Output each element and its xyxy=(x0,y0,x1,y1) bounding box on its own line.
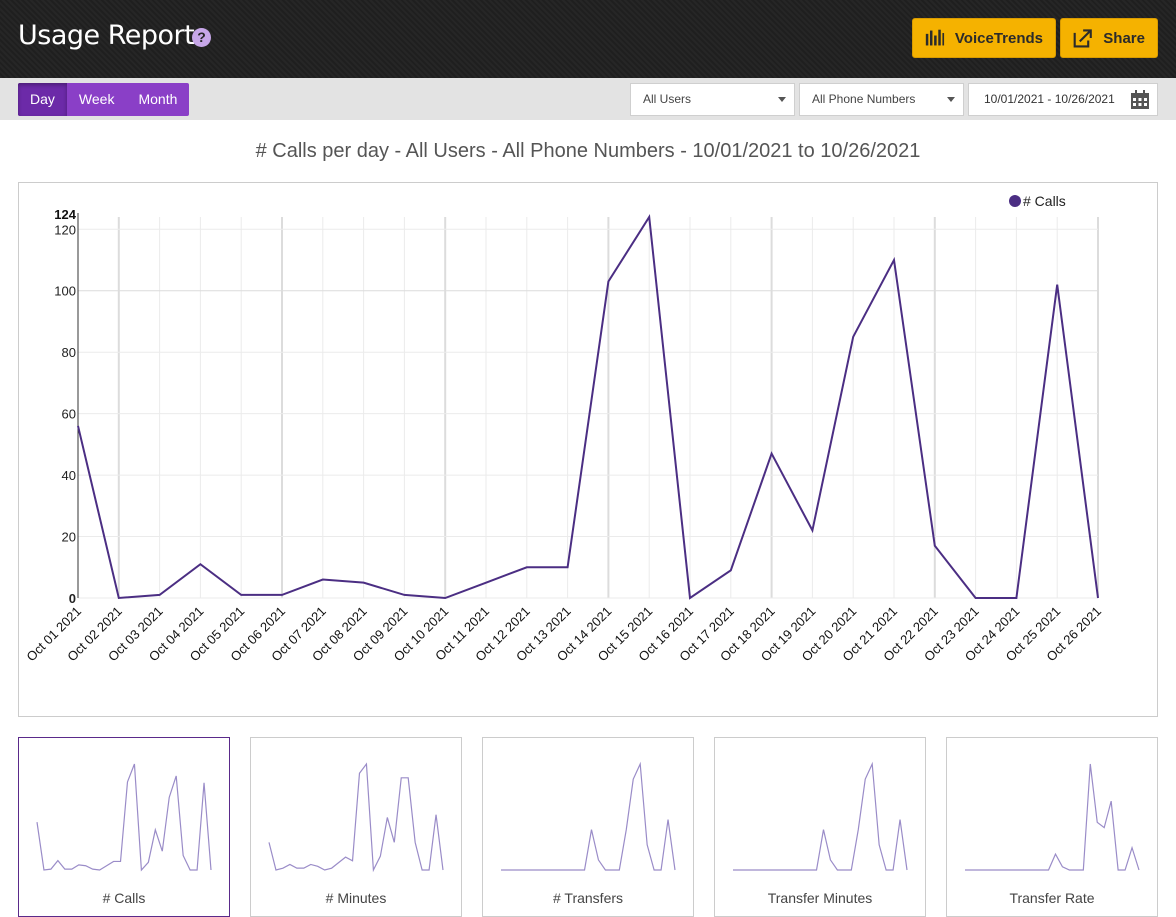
metric-thumbnail[interactable]: Transfer Rate xyxy=(946,737,1158,917)
share-button[interactable]: Share xyxy=(1060,18,1158,58)
thumbnail-label: # Transfers xyxy=(483,890,693,906)
chevron-down-icon xyxy=(947,97,955,102)
y-tick-label: 80 xyxy=(62,345,76,360)
users-select[interactable]: All Users xyxy=(630,83,795,116)
chevron-down-icon xyxy=(778,97,786,102)
share-icon xyxy=(1073,27,1093,49)
metric-thumbnails: # Calls # Minutes # Transfers Transfer Minu… xyxy=(18,737,1158,917)
page-title: Usage Reports xyxy=(18,20,208,51)
thumbnail-sparkline xyxy=(715,738,925,888)
chart-title: # Calls per day - All Users - All Phone … xyxy=(0,140,1176,163)
sparkline xyxy=(269,764,443,870)
help-icon[interactable]: ? xyxy=(192,28,211,47)
y-max-label: 124 xyxy=(54,207,76,222)
thumbnail-sparkline xyxy=(19,738,229,888)
period-day-button[interactable]: Day xyxy=(18,83,67,116)
metric-thumbnail[interactable]: # Calls xyxy=(18,737,230,917)
sparkline xyxy=(37,764,211,870)
thumbnail-label: Transfer Minutes xyxy=(715,890,925,906)
filter-toolbar: Day Week Month All Users All Phone Numbe… xyxy=(0,78,1176,120)
users-select-value: All Users xyxy=(643,92,691,106)
voicetrends-label: VoiceTrends xyxy=(955,30,1043,47)
phone-numbers-select[interactable]: All Phone Numbers xyxy=(799,83,964,116)
y-tick-label: 40 xyxy=(62,468,76,483)
sparkline xyxy=(733,764,907,870)
period-month-button[interactable]: Month xyxy=(126,83,189,116)
date-range-value: 10/01/2021 - 10/26/2021 xyxy=(984,92,1115,106)
metric-thumbnail[interactable]: Transfer Minutes xyxy=(714,737,926,917)
share-label: Share xyxy=(1103,30,1145,47)
thumbnail-label: Transfer Rate xyxy=(947,890,1157,906)
voicetrends-button[interactable]: VoiceTrends xyxy=(912,18,1056,58)
series-line xyxy=(78,217,1098,598)
y-tick-label: 20 xyxy=(62,530,76,545)
thumbnail-sparkline xyxy=(483,738,693,888)
sparkline xyxy=(965,764,1139,870)
thumbnail-sparkline xyxy=(947,738,1157,888)
calendar-icon[interactable] xyxy=(1130,90,1150,110)
period-toggle: Day Week Month xyxy=(18,83,189,116)
period-week-button[interactable]: Week xyxy=(67,83,127,116)
thumbnail-label: # Calls xyxy=(19,890,229,906)
voicetrends-icon xyxy=(925,27,945,49)
sparkline xyxy=(501,764,675,870)
metric-thumbnail[interactable]: # Minutes xyxy=(250,737,462,917)
y-tick-label: 120 xyxy=(54,222,76,237)
thumbnail-label: # Minutes xyxy=(251,890,461,906)
y-tick-label: 60 xyxy=(62,407,76,422)
date-range-input[interactable]: 10/01/2021 - 10/26/2021 xyxy=(968,83,1158,116)
phone-numbers-select-value: All Phone Numbers xyxy=(812,92,915,106)
legend-marker[interactable] xyxy=(1009,195,1021,207)
metric-thumbnail[interactable]: # Transfers xyxy=(482,737,694,917)
app-header: Usage Reports ? VoiceTrends Share xyxy=(0,0,1176,78)
thumbnail-sparkline xyxy=(251,738,461,888)
legend-label[interactable]: # Calls xyxy=(1023,193,1066,209)
y-tick-label: 100 xyxy=(54,284,76,299)
